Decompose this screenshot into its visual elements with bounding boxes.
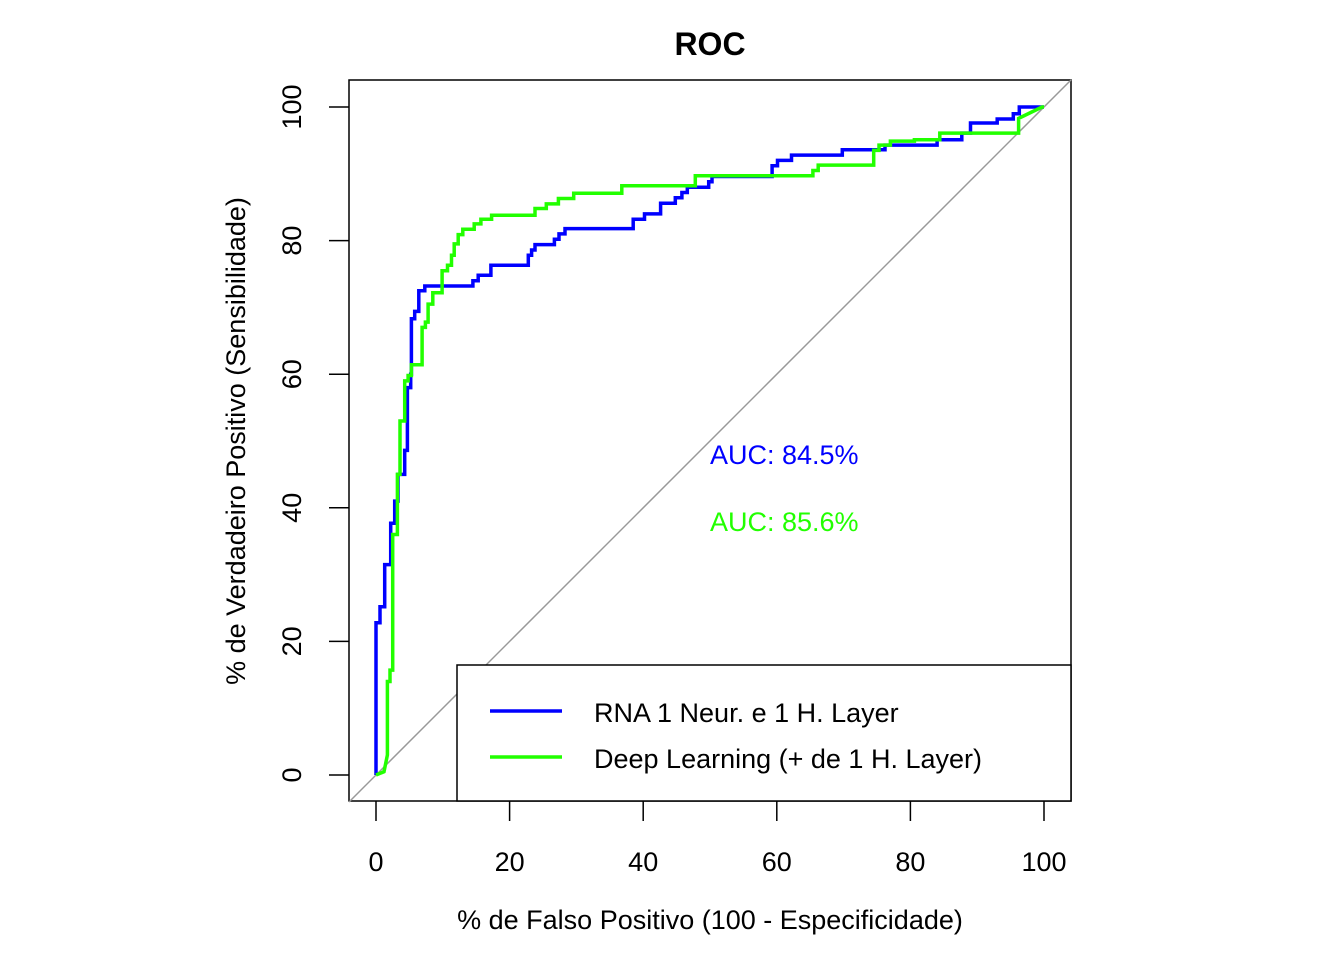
x-tick-label: 80 (895, 847, 925, 877)
chart-title: ROC (674, 26, 745, 62)
y-tick-label: 40 (277, 493, 307, 523)
x-tick-label: 100 (1021, 847, 1066, 877)
y-tick-label: 20 (277, 626, 307, 656)
roc-curve-rna (374, 105, 1044, 775)
y-tick-label: 0 (277, 767, 307, 782)
auc-label-deep-learning: AUC: 85.6% (710, 507, 859, 537)
roc-curve-deep-learning (375, 105, 1044, 777)
auc-label-rna: AUC: 84.5% (710, 440, 859, 470)
y-tick-label: 80 (277, 226, 307, 256)
x-axis-title: % de Falso Positivo (100 - Especificidad… (457, 905, 963, 935)
x-axis: 0 20 40 60 80 100 (368, 801, 1067, 877)
legend-label-deep-learning: Deep Learning (+ de 1 H. Layer) (594, 744, 982, 774)
series-layer (374, 105, 1044, 777)
y-tick-label: 100 (277, 84, 307, 129)
x-tick-label: 0 (368, 847, 383, 877)
legend-label-rna: RNA 1 Neur. e 1 H. Layer (594, 698, 899, 728)
x-tick-label: 40 (628, 847, 658, 877)
legend-box (456, 664, 1072, 802)
y-axis-title: % de Verdadeiro Positivo (Sensibilidade) (221, 197, 251, 685)
x-tick-label: 20 (495, 847, 525, 877)
y-tick-label: 60 (277, 359, 307, 389)
x-tick-label: 60 (762, 847, 792, 877)
legend: RNA 1 Neur. e 1 H. Layer Deep Learning (… (456, 664, 1072, 802)
y-axis: 0 20 40 60 80 100 (277, 84, 349, 783)
